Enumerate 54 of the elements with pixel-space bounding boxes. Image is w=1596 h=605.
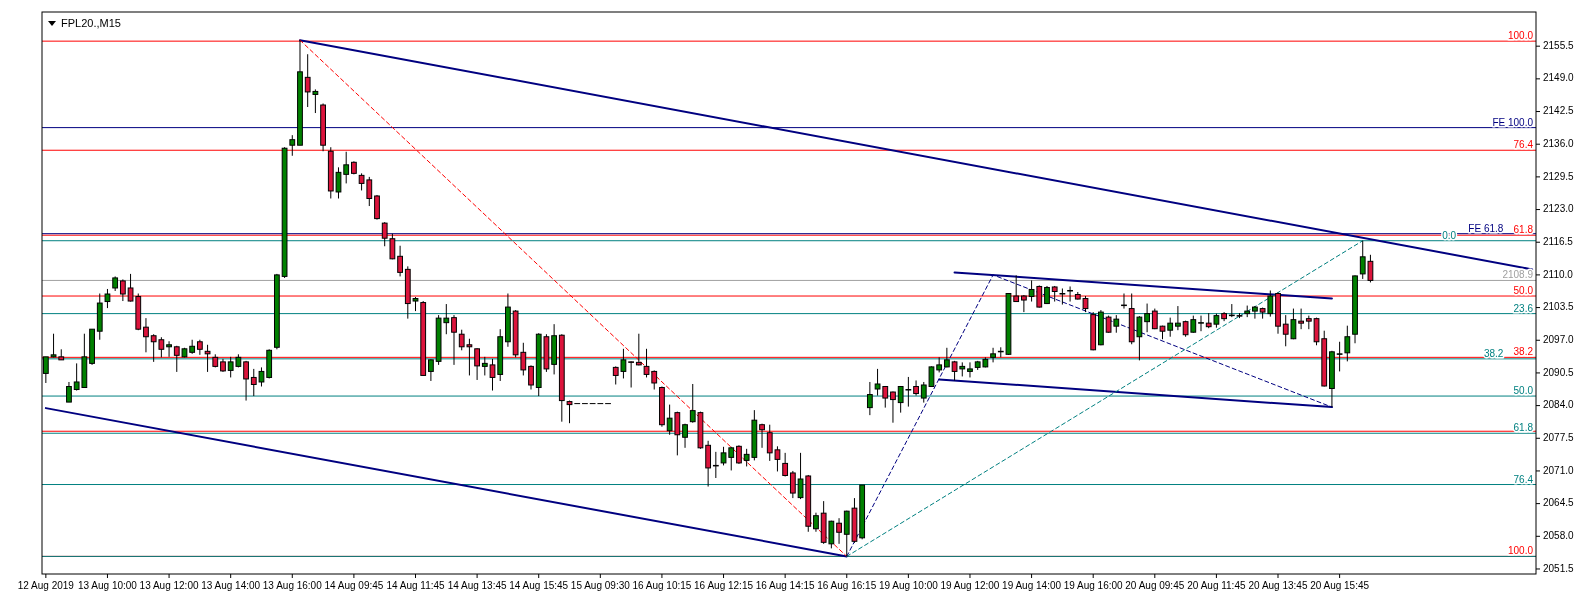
annotation: 100.0 bbox=[1507, 545, 1534, 557]
x-tick-label: 16 Aug 14:15 bbox=[755, 580, 816, 591]
y-tick-label: 2084.0 bbox=[1543, 399, 1575, 411]
x-tick-label: 13 Aug 16:00 bbox=[262, 580, 323, 591]
x-tick-label: 16 Aug 12:15 bbox=[694, 580, 754, 591]
y-tick-label: 2116.5 bbox=[1543, 235, 1574, 247]
x-tick-label: 16 Aug 16:15 bbox=[817, 580, 877, 591]
ref-line-label: 2108.9 bbox=[1502, 269, 1534, 281]
x-tick-label: 19 Aug 14:00 bbox=[1002, 580, 1062, 591]
x-tick-label: 19 Aug 12:00 bbox=[940, 580, 1000, 591]
x-tick-label: 14 Aug 09:45 bbox=[324, 580, 384, 591]
x-tick-label: 12 Aug 2019 bbox=[17, 580, 75, 591]
x-tick-label: 20 Aug 15:45 bbox=[1310, 580, 1370, 591]
annotation: 50.0 bbox=[1513, 285, 1534, 297]
annotation: 61.8 bbox=[1513, 224, 1534, 236]
y-tick-label: 2097.0 bbox=[1543, 333, 1575, 345]
annotation: 76.4 bbox=[1513, 139, 1534, 151]
x-tick-label: 14 Aug 15:45 bbox=[509, 580, 569, 591]
annotation: 76.4 bbox=[1513, 473, 1534, 485]
x-tick-label: 20 Aug 13:45 bbox=[1248, 580, 1308, 591]
y-tick-label: 2058.0 bbox=[1543, 529, 1575, 541]
annotation: 38.2 bbox=[1483, 347, 1504, 359]
x-tick-label: 13 Aug 12:00 bbox=[139, 580, 199, 591]
x-tick-label: 13 Aug 14:00 bbox=[201, 580, 261, 591]
x-tick-label: 15 Aug 09:30 bbox=[570, 580, 631, 591]
y-tick-label: 2110.0 bbox=[1543, 268, 1574, 280]
y-tick-label: 2090.5 bbox=[1543, 366, 1575, 378]
annotation: 50.0 bbox=[1513, 385, 1534, 397]
annotation: 61.8 bbox=[1513, 422, 1534, 434]
y-tick-label: 2129.5 bbox=[1543, 170, 1575, 182]
y-tick-label: 2103.5 bbox=[1543, 301, 1575, 313]
y-tick-label: 2064.5 bbox=[1543, 497, 1575, 509]
y-tick-label: 2051.5 bbox=[1543, 562, 1575, 574]
y-tick-label: 2136.0 bbox=[1543, 137, 1575, 149]
y-tick-label: 2149.0 bbox=[1543, 72, 1575, 84]
y-tick-label: 2142.5 bbox=[1543, 105, 1575, 117]
annotation: FE 100.0 bbox=[1492, 116, 1534, 128]
y-tick-label: 2155.5 bbox=[1543, 39, 1575, 51]
y-tick-label: 2123.0 bbox=[1543, 203, 1575, 215]
y-tick-label: 2077.5 bbox=[1543, 431, 1575, 443]
annotation: 23.6 bbox=[1513, 302, 1534, 314]
x-tick-label: 14 Aug 11:45 bbox=[386, 580, 446, 591]
x-tick-label: 19 Aug 16:00 bbox=[1063, 580, 1124, 591]
chart-title: FPL20.,M15 bbox=[61, 17, 121, 29]
annotation: 38.2 bbox=[1513, 346, 1534, 358]
annotation: 100.0 bbox=[1507, 30, 1534, 42]
x-tick-label: 13 Aug 10:00 bbox=[77, 580, 138, 591]
annotation: FE 61.8 bbox=[1468, 222, 1504, 234]
x-tick-label: 14 Aug 13:45 bbox=[447, 580, 508, 591]
x-tick-label: 20 Aug 09:45 bbox=[1125, 580, 1185, 591]
x-tick-label: 16 Aug 10:15 bbox=[632, 580, 692, 591]
x-tick-label: 19 Aug 10:00 bbox=[878, 580, 939, 591]
y-tick-label: 2071.0 bbox=[1543, 464, 1575, 476]
x-tick-label: 20 Aug 11:45 bbox=[1187, 580, 1246, 591]
